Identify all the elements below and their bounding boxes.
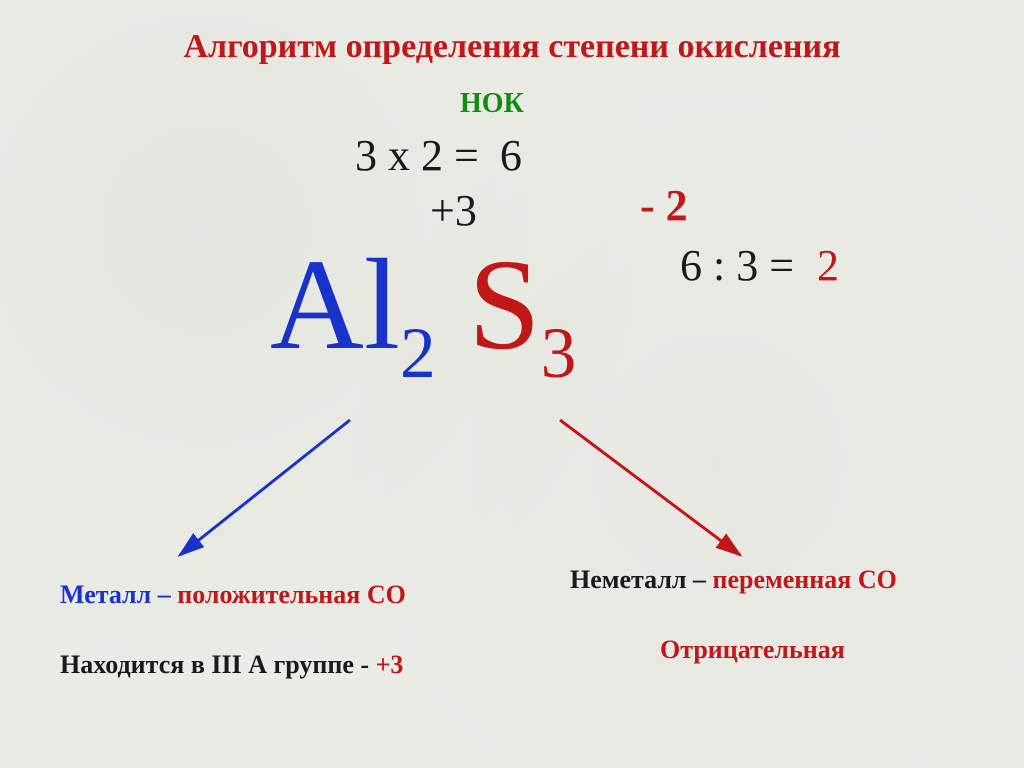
metal-line2-suffix: +3 <box>376 650 404 679</box>
metal-line1: Металл – положительная СО <box>60 580 406 610</box>
nonmetal-line2: Отрицательная <box>660 635 845 665</box>
metal-line1a: Металл – <box>60 580 177 609</box>
nonmetal-line1a: Неметалл – <box>570 565 713 594</box>
nonmetal-line2-text: Отрицательная <box>660 635 845 664</box>
metal-line2-text: Находится в III А группе - <box>60 650 376 679</box>
nonmetal-line1b: переменная СО <box>713 565 897 594</box>
nonmetal-line1: Неметалл – переменная СО <box>570 565 897 595</box>
metal-line2: Находится в III А группе - +3 <box>60 650 403 680</box>
metal-line1b: положительная СО <box>177 580 406 609</box>
